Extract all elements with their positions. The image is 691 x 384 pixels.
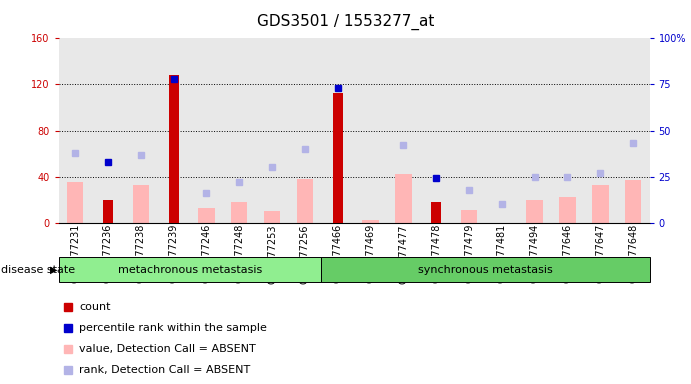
Bar: [625, 180, 641, 223]
Bar: [231, 202, 247, 223]
Bar: [169, 75, 178, 223]
Bar: [362, 220, 379, 223]
Text: value, Detection Call = ABSENT: value, Detection Call = ABSENT: [79, 344, 256, 354]
Text: synchronous metastasis: synchronous metastasis: [418, 265, 553, 275]
Bar: [198, 208, 215, 223]
Bar: [559, 197, 576, 223]
Text: percentile rank within the sample: percentile rank within the sample: [79, 323, 267, 333]
Text: metachronous metastasis: metachronous metastasis: [118, 265, 262, 275]
Bar: [103, 200, 113, 223]
Bar: [133, 185, 149, 223]
Text: count: count: [79, 302, 111, 312]
Bar: [264, 211, 281, 223]
Bar: [59, 257, 321, 282]
Text: disease state: disease state: [1, 265, 75, 275]
Bar: [592, 185, 609, 223]
Bar: [461, 210, 477, 223]
Bar: [67, 182, 84, 223]
Bar: [395, 174, 412, 223]
Bar: [431, 202, 441, 223]
Bar: [296, 179, 313, 223]
Text: ▶: ▶: [50, 265, 57, 275]
Bar: [333, 93, 343, 223]
Text: GDS3501 / 1553277_at: GDS3501 / 1553277_at: [257, 13, 434, 30]
Bar: [321, 257, 650, 282]
Bar: [527, 200, 543, 223]
Text: rank, Detection Call = ABSENT: rank, Detection Call = ABSENT: [79, 366, 251, 376]
